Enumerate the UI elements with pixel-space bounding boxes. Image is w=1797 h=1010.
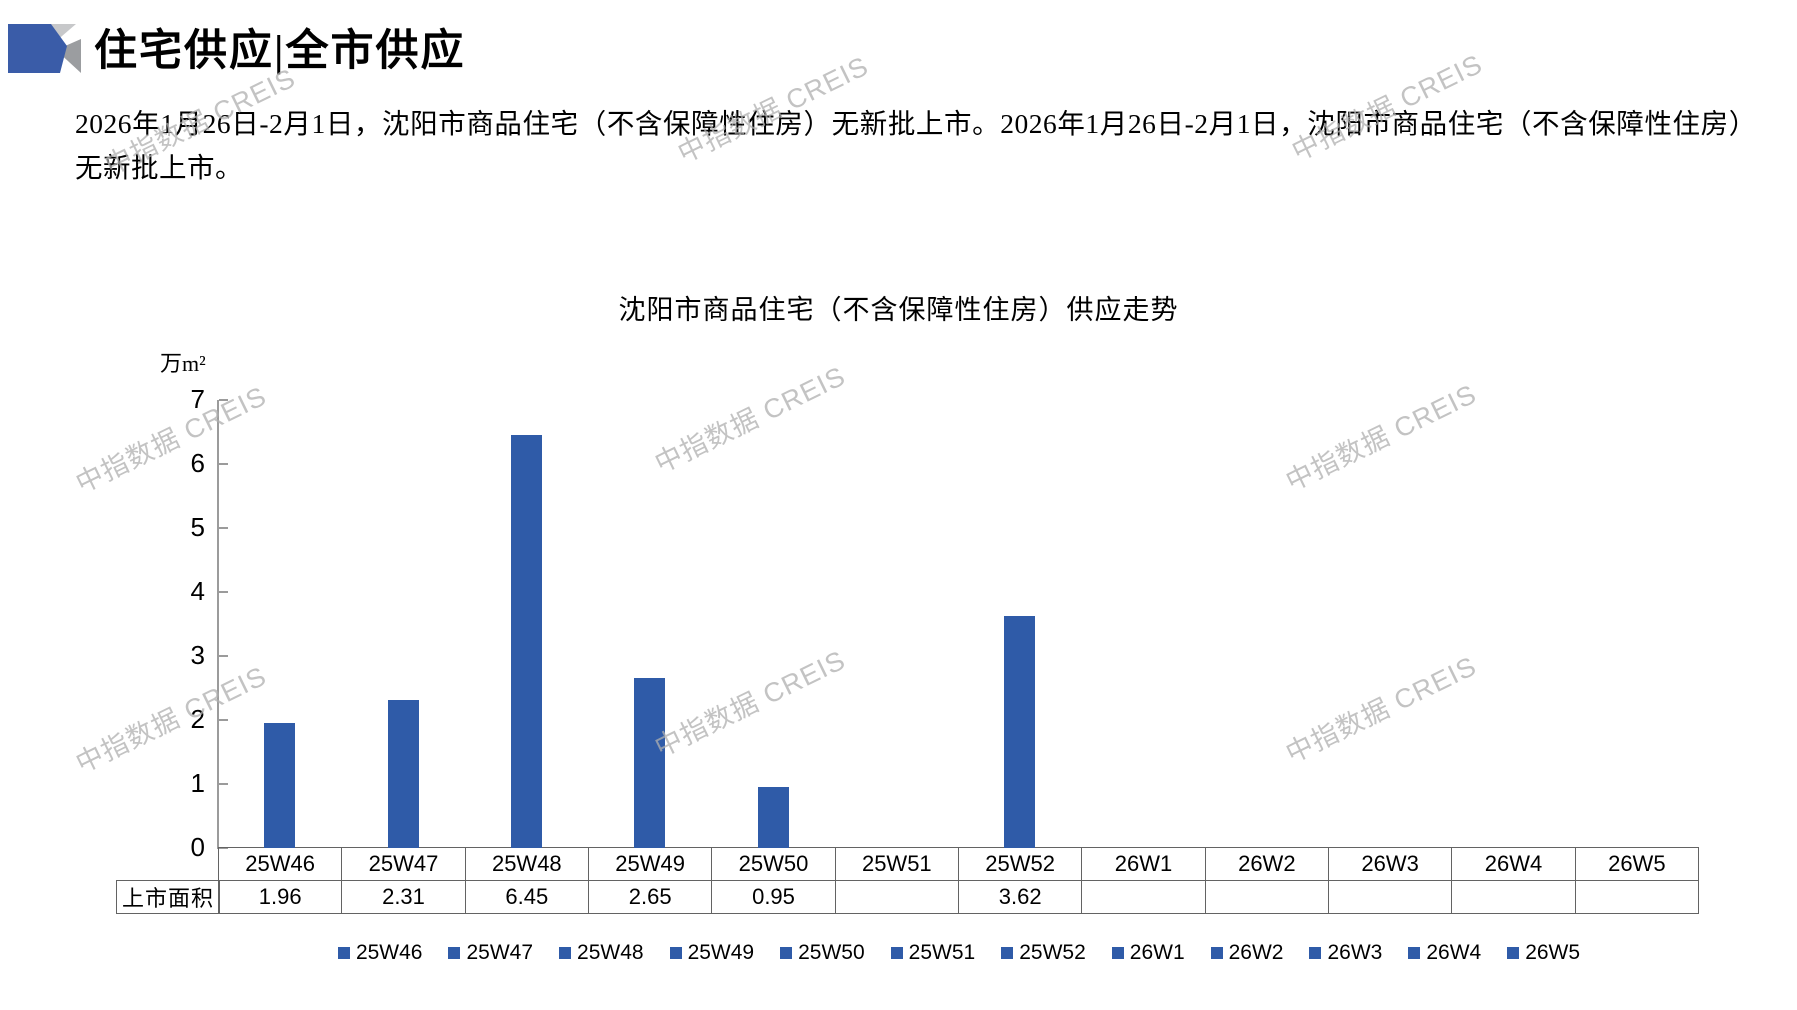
y-tick-mark <box>219 399 228 401</box>
legend-item-25W51: 25W51 <box>890 941 976 965</box>
legend-item-25W50: 25W50 <box>780 941 865 965</box>
legend-swatch-icon <box>337 947 350 959</box>
legend-item-25W52: 25W52 <box>1001 941 1086 965</box>
category-cell-25W46: 25W46 <box>218 847 343 881</box>
y-tick-label: 5 <box>190 512 205 542</box>
y-tick-mark <box>219 783 228 785</box>
creis-watermark: 中指数据 CREIS <box>650 644 851 763</box>
y-axis-line <box>217 400 219 849</box>
page-title: 住宅供应|全市供应 <box>94 28 466 75</box>
value-cell-26W1 <box>1081 880 1206 914</box>
legend-label: 26W4 <box>1426 941 1482 964</box>
legend-label: 25W51 <box>908 941 976 964</box>
category-cell-26W5: 26W5 <box>1574 847 1699 881</box>
y-tick-mark <box>219 847 228 849</box>
value-cell-26W4 <box>1451 880 1576 914</box>
legend-swatch-icon <box>1001 947 1014 959</box>
legend-label: 25W50 <box>798 941 865 964</box>
legend-item-26W2: 26W2 <box>1210 941 1284 965</box>
legend-swatch-icon <box>669 947 682 959</box>
y-axis-unit-label: 万m² <box>160 351 206 376</box>
bar-25W50 <box>757 787 789 848</box>
y-tick-mark <box>219 655 228 657</box>
chart-legend: 25W46 25W47 25W48 25W49 25W50 25W51 25W52 26W1 2… <box>218 941 1700 965</box>
y-tick-mark <box>219 719 228 721</box>
bar-25W46 <box>264 722 296 848</box>
legend-swatch-icon <box>1111 947 1124 959</box>
value-cell-26W2 <box>1204 880 1329 914</box>
category-cell-25W52: 25W52 <box>958 847 1083 881</box>
legend-item-26W3: 26W3 <box>1309 941 1382 965</box>
value-cell-26W3 <box>1328 880 1453 914</box>
category-cell-25W51: 25W51 <box>834 847 959 881</box>
y-tick-mark <box>219 591 228 593</box>
value-cell-25W49: 2.65 <box>588 880 713 914</box>
value-cell-26W5 <box>1574 880 1699 914</box>
legend-item-25W47: 25W47 <box>448 941 533 965</box>
legend-label: 26W3 <box>1327 941 1383 964</box>
value-cell-25W48: 6.45 <box>464 880 589 914</box>
legend-swatch-icon <box>448 947 461 959</box>
legend-swatch-icon <box>559 947 572 959</box>
legend-item-26W4: 26W4 <box>1408 941 1481 965</box>
legend-label: 26W2 <box>1228 941 1284 964</box>
legend-swatch-icon <box>890 947 903 959</box>
legend-item-25W48: 25W48 <box>559 941 644 965</box>
y-tick-mark <box>219 463 228 465</box>
category-cell-26W1: 26W1 <box>1081 847 1206 881</box>
creis-logo-icon <box>8 24 81 73</box>
legend-item-26W1: 26W1 <box>1111 941 1185 965</box>
summary-paragraph: 2026年1月26日-2月1日，沈阳市商品住宅（不含保障性住房）无新批上市。20… <box>75 108 1743 183</box>
category-cell-25W50: 25W50 <box>711 847 836 881</box>
creis-watermark: 中指数据 CREIS <box>1281 378 1482 497</box>
legend-swatch-icon <box>1210 947 1223 959</box>
legend-swatch-icon <box>1507 947 1520 959</box>
legend-label: 26W5 <box>1525 941 1581 964</box>
legend-swatch-icon <box>780 947 793 959</box>
category-cell-26W4: 26W4 <box>1451 847 1576 881</box>
category-cell-26W2: 26W2 <box>1204 847 1329 881</box>
y-tick-label: 0 <box>190 832 205 862</box>
value-cell-25W50: 0.95 <box>711 880 836 914</box>
legend-label: 25W48 <box>577 941 644 964</box>
legend-swatch-icon <box>1309 947 1322 959</box>
category-cell-25W48: 25W48 <box>464 847 589 881</box>
chart-title: 沈阳市商品住宅（不含保障性住房）供应走势 <box>618 295 1179 325</box>
bar-25W47 <box>387 700 419 848</box>
bar-25W48 <box>510 435 542 848</box>
y-tick-label: 7 <box>190 384 205 414</box>
y-tick-mark <box>219 527 228 529</box>
y-tick-label: 2 <box>190 704 205 734</box>
legend-label: 26W1 <box>1129 941 1185 964</box>
legend-swatch-icon <box>1408 947 1421 959</box>
bar-25W52 <box>1004 616 1036 848</box>
y-tick-label: 3 <box>190 640 205 670</box>
value-cell-25W47: 2.31 <box>341 880 466 914</box>
table-row-label: 上市面积 <box>116 880 220 914</box>
legend-label: 25W46 <box>355 941 423 964</box>
category-cell-26W3: 26W3 <box>1328 847 1453 881</box>
legend-item-25W49: 25W49 <box>669 941 755 965</box>
creis-watermark: 中指数据 CREIS <box>650 360 851 479</box>
y-tick-label: 1 <box>190 768 205 798</box>
bar-25W49 <box>634 678 666 848</box>
y-tick-label: 6 <box>190 448 205 478</box>
legend-item-25W46: 25W46 <box>337 941 423 965</box>
legend-label: 25W49 <box>687 941 755 964</box>
category-cell-25W49: 25W49 <box>588 847 713 881</box>
value-cell-25W52: 3.62 <box>958 880 1083 914</box>
legend-label: 25W52 <box>1019 941 1086 964</box>
value-cell-25W51 <box>834 880 959 914</box>
legend-label: 25W47 <box>466 941 534 964</box>
legend-item-26W5: 26W5 <box>1507 941 1580 965</box>
value-cell-25W46: 1.96 <box>218 880 343 914</box>
category-cell-25W47: 25W47 <box>341 847 466 881</box>
y-tick-label: 4 <box>190 576 205 606</box>
creis-watermark: 中指数据 CREIS <box>1281 650 1482 769</box>
